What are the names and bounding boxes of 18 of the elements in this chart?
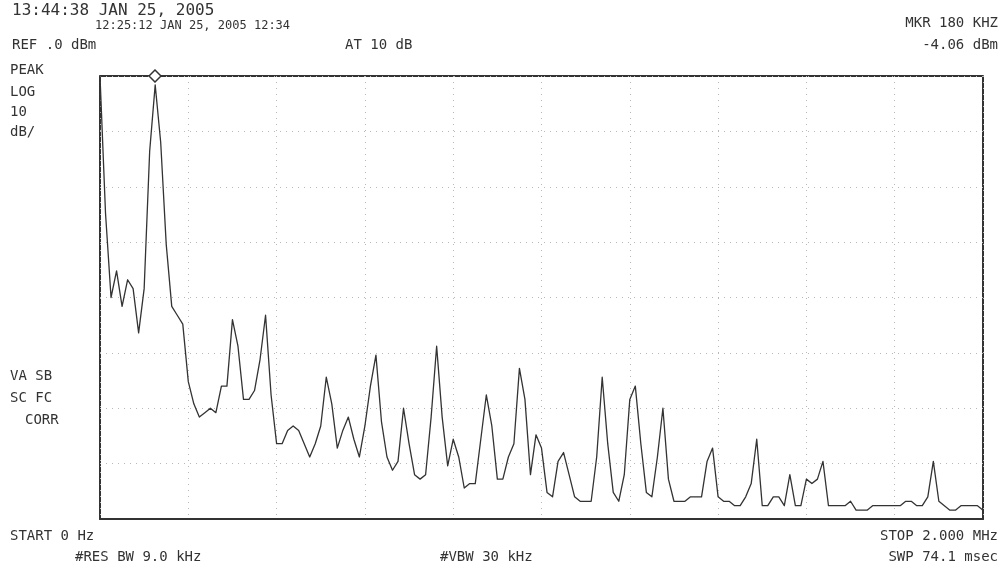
text: SC FC <box>10 389 53 405</box>
text: PEAK <box>10 61 45 77</box>
text: 12:25:12 JAN 25, 2005 12:34 <box>95 18 291 32</box>
text: START 0 Hz <box>10 527 95 543</box>
text: CORR <box>25 411 60 427</box>
text: #RES BW 9.0 kHz <box>75 548 202 564</box>
text: #VBW 30 kHz <box>440 548 533 564</box>
text: SWP 74.1 msec <box>888 548 998 564</box>
text: MKR 180 KHZ <box>905 14 998 30</box>
text: -4.06 dBm <box>922 36 998 52</box>
text: VA SB <box>10 367 53 383</box>
text: AT 10 dB <box>345 36 413 52</box>
chart-title: 13:44:38 JAN 25, 2005 <box>12 0 215 19</box>
text: 10 <box>10 103 27 119</box>
text: dB/ <box>10 123 36 139</box>
text: LOG <box>10 83 36 99</box>
text: REF .0 dBm <box>12 36 97 52</box>
text: STOP 2.000 MHz <box>880 527 999 543</box>
